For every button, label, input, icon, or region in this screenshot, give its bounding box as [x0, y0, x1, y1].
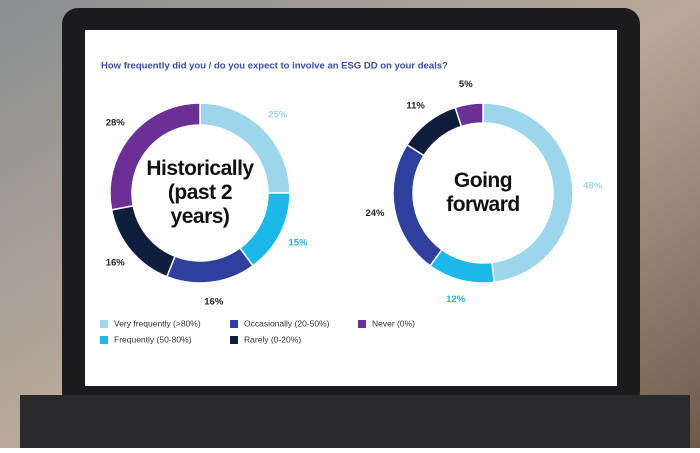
donut-segment: [454, 102, 484, 128]
center-label-box: Historically (past 2 years): [146, 157, 254, 228]
center-label: Historically (past 2 years): [146, 157, 254, 228]
legend-swatch: [230, 320, 238, 328]
legend-swatch: [358, 320, 366, 328]
keyboard-deck: [20, 395, 690, 448]
legend-swatch: [100, 336, 108, 344]
value-label: 28%: [106, 117, 126, 128]
legend-label: Occasionally (20-50%): [244, 318, 330, 328]
legend-label: Never (0%): [372, 318, 415, 328]
value-label: 5%: [459, 79, 473, 90]
value-label: 15%: [289, 237, 309, 248]
value-label: 11%: [406, 101, 425, 112]
legend-label: Rarely (0-20%): [244, 334, 301, 344]
value-label: 12%: [446, 294, 466, 305]
chart-title: How frequently did you / do you expect t…: [101, 61, 448, 72]
value-label: 16%: [204, 297, 224, 308]
donut-segment: [109, 102, 201, 211]
value-label: 48%: [583, 181, 603, 192]
center-label: Going forward: [446, 169, 520, 216]
legend-label: Frequently (50-80%): [114, 334, 192, 344]
legend-swatch: [230, 336, 238, 344]
value-label: 25%: [268, 110, 288, 121]
value-label: 16%: [106, 258, 126, 269]
center-label-box: Going forward: [446, 169, 520, 216]
value-label: 24%: [365, 208, 385, 219]
screen: [85, 30, 617, 386]
legend-label: Very frequently (>80%): [114, 318, 201, 328]
legend-swatch: [100, 320, 108, 328]
